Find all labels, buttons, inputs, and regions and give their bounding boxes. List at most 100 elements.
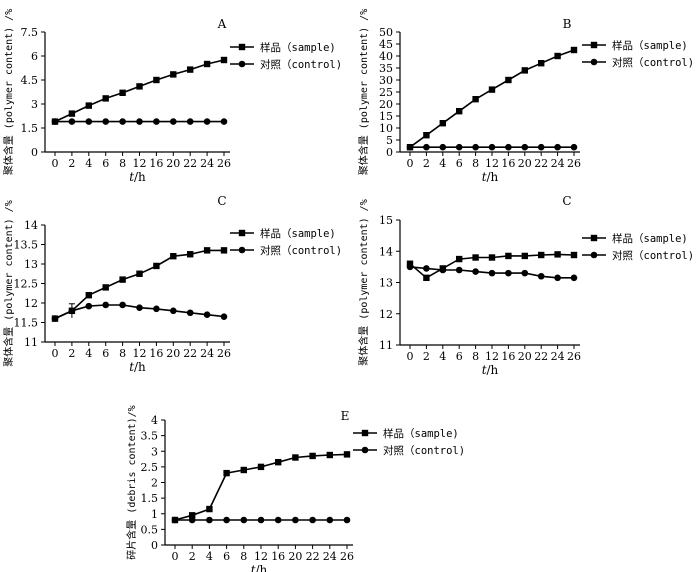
- data-point-sample: [119, 276, 126, 283]
- y-tick-label: 0: [31, 146, 38, 159]
- data-point-sample: [153, 76, 160, 84]
- series-line-sample: [409, 49, 575, 148]
- data-point-control: [472, 268, 479, 275]
- legend-label: 对照（control): [260, 58, 342, 71]
- chart-panel-e-4: 0 2 4 6 8 12 16 20 22 24 2600.511.522.533.54t/h碎片含…: [125, 405, 465, 572]
- x-tick-label: 8: [472, 157, 479, 170]
- data-point-control: [240, 516, 248, 524]
- y-tick-label: 1: [151, 508, 158, 521]
- x-tick-label: 8: [472, 350, 479, 363]
- x-tick-label: 12: [485, 350, 499, 363]
- data-point-control: [136, 118, 143, 125]
- data-point-sample: [189, 512, 196, 519]
- data-point-sample: [170, 71, 177, 78]
- data-point-control: [343, 516, 351, 524]
- data-point-sample: [220, 247, 228, 254]
- data-point-control: [537, 272, 545, 280]
- data-point-control: [220, 313, 228, 320]
- legend-marker-circle: [361, 446, 369, 454]
- y-tick-label: 20: [379, 98, 393, 111]
- x-tick-label: 12: [485, 157, 499, 170]
- data-point-sample: [326, 451, 333, 459]
- data-point-control: [102, 301, 109, 309]
- data-point-control: [119, 118, 126, 125]
- data-point-control: [68, 118, 76, 125]
- data-point-control: [257, 516, 265, 524]
- x-tick-label: 26: [340, 550, 354, 563]
- y-tick-label: 1.5: [21, 122, 39, 135]
- x-tick-label: 26: [217, 347, 231, 360]
- data-point-sample: [456, 255, 463, 263]
- x-tick-label: 8: [240, 550, 247, 563]
- legend-label: 对照（control): [612, 56, 694, 69]
- data-point-control: [136, 304, 143, 311]
- data-point-control: [423, 265, 430, 272]
- data-point-control: [309, 516, 316, 524]
- data-point-control: [406, 143, 414, 151]
- x-tick-label: 16: [271, 550, 285, 563]
- x-tick-label: 16: [149, 347, 163, 360]
- y-tick-label: 4: [151, 414, 158, 427]
- x-tick-label: 22: [183, 157, 197, 170]
- data-point-control: [570, 143, 578, 151]
- y-tick-label: 14: [379, 245, 393, 258]
- y-tick-label: 6: [31, 50, 38, 63]
- y-tick-label: 10: [379, 122, 393, 135]
- y-tick-label: 2: [151, 477, 158, 490]
- data-point-sample: [153, 262, 160, 270]
- data-point-control: [292, 516, 299, 524]
- data-point-control: [455, 143, 463, 151]
- panel-label: C: [217, 194, 226, 208]
- data-point-control: [85, 302, 93, 310]
- x-tick-label: 16: [501, 157, 515, 170]
- chart-panel-b-1: 0 2 4 6 8 12 16 20 22 24 2605101520253035404550t/h…: [357, 9, 694, 184]
- data-point-sample: [309, 452, 316, 460]
- data-point-control: [186, 309, 194, 317]
- y-tick-label: 2.5: [141, 461, 159, 474]
- legend-marker-square: [238, 229, 246, 237]
- y-tick-label: 0: [386, 146, 393, 159]
- x-tick-label: 24: [551, 350, 565, 363]
- legend-marker-square: [361, 429, 369, 437]
- data-point-control: [153, 118, 160, 125]
- x-tick-label: 4: [85, 157, 92, 170]
- data-point-control: [220, 118, 228, 125]
- legend-marker-circle: [238, 60, 246, 68]
- data-point-sample: [68, 110, 76, 117]
- legend-marker-circle: [590, 58, 598, 66]
- y-tick-label: 7.5: [21, 26, 39, 39]
- x-tick-label: 6: [102, 347, 109, 360]
- data-point-sample: [488, 86, 496, 93]
- y-tick-label: 15: [379, 110, 393, 123]
- x-tick-label: 24: [551, 157, 565, 170]
- x-tick-label: 16: [149, 157, 163, 170]
- data-point-sample: [203, 60, 211, 68]
- data-point-sample: [521, 67, 528, 74]
- legend-label: 样品（sample): [612, 39, 688, 52]
- data-point-sample: [456, 108, 463, 115]
- x-tick-label: 0: [52, 157, 59, 170]
- data-point-sample: [472, 96, 479, 103]
- y-tick-label: 40: [379, 50, 393, 63]
- y-tick-label: 15: [379, 214, 393, 227]
- data-point-control: [206, 516, 213, 524]
- legend-label: 样品（sample): [612, 232, 688, 245]
- x-tick-label: 12: [133, 347, 147, 360]
- data-point-control: [554, 143, 561, 151]
- x-axis-label: t/h: [251, 563, 268, 572]
- data-point-control: [488, 143, 496, 151]
- x-tick-label: 4: [439, 350, 446, 363]
- data-point-control: [203, 118, 211, 125]
- y-tick-label: 1.5: [141, 492, 159, 505]
- data-point-control: [153, 305, 160, 313]
- x-tick-label: 22: [534, 350, 548, 363]
- data-point-sample: [85, 292, 92, 299]
- data-point-sample: [102, 95, 109, 102]
- legend-label: 对照（control): [383, 444, 465, 457]
- x-tick-label: 24: [200, 157, 214, 170]
- data-point-sample: [136, 270, 143, 277]
- y-tick-label: 12: [24, 297, 38, 310]
- panel-label: B: [563, 17, 572, 31]
- data-point-control: [505, 269, 512, 277]
- legend-marker-square: [238, 43, 246, 51]
